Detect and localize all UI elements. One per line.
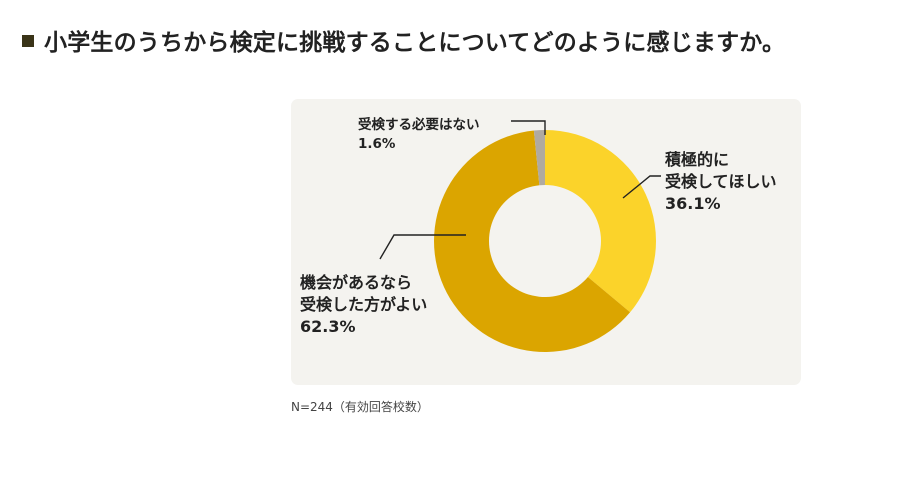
- sample-size-note: N=244（有効回答校数）: [291, 400, 429, 414]
- donut-slices: [434, 130, 656, 352]
- leader-line-2: [379, 234, 466, 260]
- slice-value-label: 62.3%: [300, 317, 356, 336]
- slice-label-1: 積極的に受検してほしい 36.1%: [664, 150, 777, 213]
- square-bullet-icon: [22, 35, 34, 47]
- slice-category-label: 受検した方がよい: [300, 295, 427, 314]
- slice-label-3: 受検する必要はない 1.6%: [358, 116, 480, 152]
- slice-label-2: 機会があるなら受検した方がよい 62.3%: [300, 273, 427, 336]
- page-title: 小学生のうちから検定に挑戦することについてどのように感じますか。: [44, 30, 786, 56]
- slice-value-label: 1.6%: [358, 136, 396, 152]
- chart-panel: 積極的に受検してほしい 36.1% 機会があるなら受検した方がよい 62.3% 受検する…: [291, 99, 801, 385]
- slice-category-label: 受検する必要はない: [358, 116, 480, 133]
- slice-value-label: 36.1%: [665, 194, 721, 213]
- leader-line-3: [511, 120, 546, 135]
- leader-line-1: [622, 175, 661, 199]
- donut-chart: 積極的に受検してほしい 36.1% 機会があるなら受検した方がよい 62.3% 受検する…: [300, 116, 777, 352]
- slice-category-label: 積極的に: [664, 150, 729, 169]
- chart-heading: 小学生のうちから検定に挑戦することについてどのように感じますか。: [22, 22, 785, 58]
- slice-category-label: 機会があるなら: [300, 273, 412, 292]
- donut-slice-3: [533, 130, 545, 186]
- slice-labels: 積極的に受検してほしい 36.1% 機会があるなら受検した方がよい 62.3% 受検する…: [300, 116, 777, 336]
- donut-slice-1: [545, 130, 656, 313]
- leader-lines: [379, 120, 661, 260]
- slice-category-label: 受検してほしい: [665, 172, 777, 191]
- donut-slice-2: [434, 130, 631, 352]
